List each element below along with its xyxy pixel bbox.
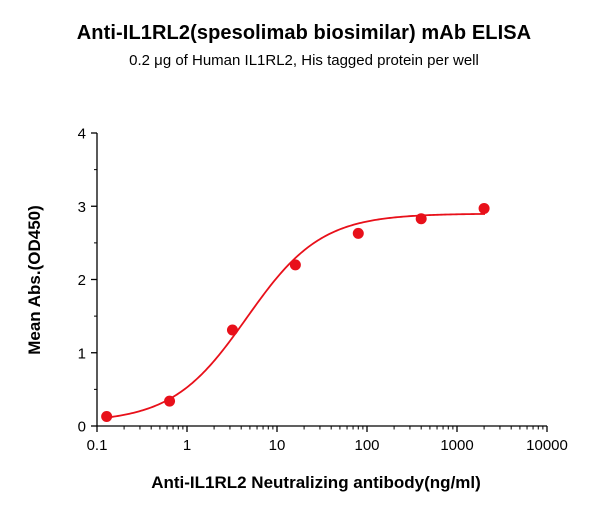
x-tick-label: 10 xyxy=(269,437,286,454)
fit-curve xyxy=(104,213,485,419)
x-tick-label: 0.1 xyxy=(87,437,108,454)
y-tick-label: 2 xyxy=(78,272,86,289)
y-tick-label: 4 xyxy=(78,126,86,143)
chart-subtitle: 0.2 μg of Human IL1RL2, His tagged prote… xyxy=(129,52,479,69)
data-point xyxy=(101,410,113,422)
x-tick-label: 100 xyxy=(354,437,379,454)
axes: 0 1 2 3 4 0.1 1 10 100 1000 10000 xyxy=(78,126,568,455)
x-axis-label: Anti-IL1RL2 Neutralizing antibody(ng/ml) xyxy=(151,473,481,492)
data-point xyxy=(289,259,301,271)
x-tick-label: 1000 xyxy=(440,437,473,454)
y-tick-label: 1 xyxy=(78,345,86,362)
data-point xyxy=(352,227,364,239)
y-tick-label: 0 xyxy=(78,419,86,436)
fit-curve-group xyxy=(104,213,485,419)
y-tick-label: 3 xyxy=(78,199,86,216)
data-point xyxy=(478,202,490,214)
x-tick-label: 1 xyxy=(183,437,191,454)
x-tick-label: 10000 xyxy=(526,437,568,454)
data-point xyxy=(226,324,238,336)
chart-title: Anti-IL1RL2(spesolimab biosimilar) mAb E… xyxy=(76,22,532,44)
data-point xyxy=(415,213,427,225)
y-axis-label: Mean Abs.(OD450) xyxy=(25,205,44,355)
data-point xyxy=(164,395,176,407)
data-points xyxy=(101,202,490,422)
